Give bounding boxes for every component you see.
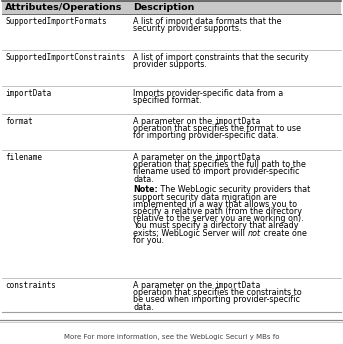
Text: relative to the server you are working on).: relative to the server you are working o… <box>133 214 304 223</box>
Text: Imports provider-specific data from a: Imports provider-specific data from a <box>133 89 283 98</box>
Text: Attributes/Operations: Attributes/Operations <box>5 3 122 12</box>
Text: format: format <box>5 117 33 126</box>
Text: implemented in a way that allows you to: implemented in a way that allows you to <box>133 200 297 209</box>
Text: filename: filename <box>5 153 42 162</box>
Text: A parameter on the: A parameter on the <box>133 281 215 290</box>
Text: operation that specifies the full path to the: operation that specifies the full path t… <box>133 160 306 169</box>
Text: specify a relative path (from the directory: specify a relative path (from the direct… <box>133 207 302 216</box>
Text: constraints: constraints <box>5 281 56 290</box>
Text: SupportedImportConstraints: SupportedImportConstraints <box>5 53 125 62</box>
Text: A list of import data formats that the: A list of import data formats that the <box>133 17 282 26</box>
Text: Description: Description <box>133 3 194 12</box>
Text: exists; WebLogic Server will: exists; WebLogic Server will <box>133 229 248 238</box>
Text: importData: importData <box>5 89 51 98</box>
Bar <box>2 1 341 14</box>
Text: More For more information, see the WebLogic Securi y MBs fo: More For more information, see the WebLo… <box>64 334 279 340</box>
Text: be used when importing provider-specific: be used when importing provider-specific <box>133 295 300 304</box>
Text: security provider supports.: security provider supports. <box>133 24 241 33</box>
Text: importData: importData <box>215 153 261 162</box>
Text: data.: data. <box>133 175 154 184</box>
Text: provider supports.: provider supports. <box>133 60 207 69</box>
Text: operation that specifies the constraints to: operation that specifies the constraints… <box>133 288 302 297</box>
Text: filename used to import provider-specific: filename used to import provider-specifi… <box>133 168 300 176</box>
Text: data.: data. <box>133 303 154 312</box>
Text: specified format.: specified format. <box>133 96 202 105</box>
Text: for you.: for you. <box>133 236 164 245</box>
Text: You must specify a directory that already: You must specify a directory that alread… <box>133 222 299 230</box>
Text: Note:: Note: <box>133 185 158 194</box>
Text: A parameter on the: A parameter on the <box>133 117 215 126</box>
Text: A parameter on the: A parameter on the <box>133 153 215 162</box>
Text: SupportedImportFormats: SupportedImportFormats <box>5 17 107 26</box>
Text: operation that specifies the format to use: operation that specifies the format to u… <box>133 124 301 133</box>
Text: for importing provider-specific data.: for importing provider-specific data. <box>133 131 279 140</box>
Text: importData: importData <box>215 117 261 126</box>
Text: A list of import constraints that the security: A list of import constraints that the se… <box>133 53 309 62</box>
Text: not: not <box>248 229 261 238</box>
Text: support security data migration are: support security data migration are <box>133 193 277 202</box>
Text: importData: importData <box>215 281 261 290</box>
Text: The WebLogic security providers that: The WebLogic security providers that <box>158 185 310 194</box>
Text: create one: create one <box>261 229 307 238</box>
